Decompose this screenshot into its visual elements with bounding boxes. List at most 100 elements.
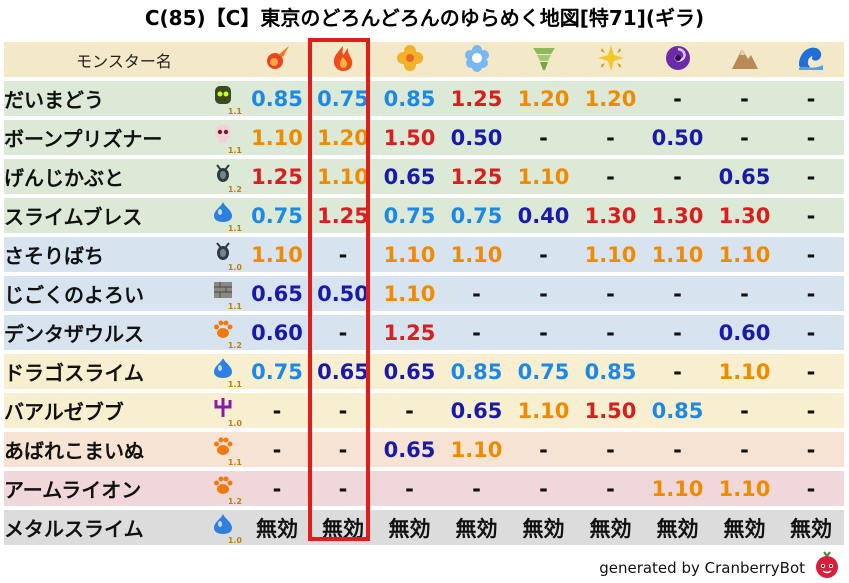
resistance-value: -	[510, 315, 577, 350]
paw-icon	[212, 474, 234, 496]
resistance-value: -	[443, 276, 510, 311]
resistance-value: -	[577, 120, 644, 155]
resistance-value: -	[644, 81, 711, 116]
table-row: さそりばち 1.0 1.10-1.10 1.10-1.10 1.10 1.10-	[4, 237, 844, 272]
resistance-value: -	[778, 198, 844, 233]
header-row: モンスター名	[4, 42, 844, 77]
resistance-value: -	[310, 237, 376, 272]
monster-name-cell: バアルゼブブ 1.0	[4, 393, 244, 428]
resistance-value: 0.75	[244, 198, 310, 233]
skull-icon	[212, 123, 234, 145]
monster-name: さそりばち	[4, 244, 104, 268]
resistance-value: 0.85	[244, 81, 310, 116]
resistance-value: 1.50	[577, 393, 644, 428]
resistance-value: -	[244, 393, 310, 428]
resistance-value: -	[577, 159, 644, 194]
dark-swirl-icon	[665, 45, 690, 70]
resistance-value: -	[778, 120, 844, 155]
resistance-value: 無効	[644, 510, 711, 545]
monster-name: げんじかぶと	[4, 166, 124, 190]
resistance-value: 1.20	[510, 81, 577, 116]
monster-level: 1.1	[227, 302, 242, 311]
monster-name-header: モンスター名	[4, 42, 244, 77]
monster-name-cell: ドラゴスライム 1.1	[4, 354, 244, 389]
resistance-value: -	[244, 432, 310, 467]
brick-icon	[212, 279, 234, 301]
resistance-value: -	[577, 471, 644, 506]
mountain-icon	[731, 48, 758, 69]
sparkle-icon	[597, 44, 624, 71]
resistance-value: 0.75	[376, 198, 443, 233]
tornado-icon	[532, 47, 555, 70]
resistance-value: 1.10	[510, 159, 577, 194]
resistance-value: -	[244, 471, 310, 506]
resistance-value: 0.75	[510, 354, 577, 389]
table-row: ドラゴスライム 1.1 0.75 0.65 0.65 0.85 0.75 0.85-1.10-	[4, 354, 844, 389]
monster-name-cell: メタルスライム 1.0	[4, 510, 244, 545]
resistance-value: -	[644, 354, 711, 389]
element-header-light	[577, 42, 644, 77]
resistance-value: 1.10	[711, 471, 778, 506]
resistance-value: -	[577, 315, 644, 350]
monster-name-cell: だいまどう 1.1	[4, 81, 244, 116]
monster-level: 1.0	[227, 419, 242, 428]
resistance-value: 0.65	[244, 276, 310, 311]
zombie-head-icon	[212, 84, 234, 106]
resistance-value: -	[510, 276, 577, 311]
monster-name-cell: デンタザウルス 1.2	[4, 315, 244, 350]
resistance-value: 0.60	[244, 315, 310, 350]
resistance-value: -	[711, 120, 778, 155]
bug-icon	[212, 240, 234, 262]
element-header-wind	[510, 42, 577, 77]
monster-name: じごくのよろい	[4, 283, 144, 307]
trident-icon	[212, 396, 234, 418]
resistance-value: 無効	[244, 510, 310, 545]
resistance-value: -	[310, 393, 376, 428]
resistance-value: 1.10	[443, 432, 510, 467]
resistance-value: 1.20	[577, 81, 644, 116]
resistance-value: -	[778, 276, 844, 311]
resistance-value: -	[376, 393, 443, 428]
monster-name: スライムブレス	[4, 205, 143, 229]
table-row: じごくのよろい 1.1 0.65 0.50 1.10- - - - - -	[4, 276, 844, 311]
resistance-table: モンスター名	[4, 38, 844, 549]
resistance-value: 1.20	[310, 120, 376, 155]
resistance-value: 無効	[510, 510, 577, 545]
resistance-value: -	[711, 393, 778, 428]
cranberry-icon	[816, 551, 838, 578]
resistance-value: -	[577, 276, 644, 311]
snowflake-icon	[464, 44, 489, 72]
resistance-value: 1.10	[711, 354, 778, 389]
resistance-value: -	[778, 237, 844, 272]
resistance-value: 0.65	[376, 159, 443, 194]
monster-name: あばれこまいぬ	[4, 439, 144, 463]
page-title: C(85)【C】東京のどろんどろんのゆらめく地図[特71](ギラ)	[144, 6, 705, 30]
slime-icon	[212, 513, 234, 535]
monster-level: 1.2	[227, 341, 242, 350]
fire-ball-icon	[267, 45, 289, 69]
slime-icon	[212, 201, 234, 223]
resistance-value: -	[443, 471, 510, 506]
element-header-water	[778, 42, 844, 77]
resistance-value: -	[310, 432, 376, 467]
monster-level: 1.2	[227, 497, 242, 506]
resistance-value: 0.40	[510, 198, 577, 233]
resistance-value: 0.65	[310, 354, 376, 389]
resistance-value: -	[644, 159, 711, 194]
table-row: あばれこまいぬ 1.1- -0.65 1.10- - - - -	[4, 432, 844, 467]
resistance-value: 0.50	[644, 120, 711, 155]
resistance-value: 1.25	[376, 315, 443, 350]
resistance-value: 無効	[577, 510, 644, 545]
monster-name: ボーンプリズナー	[4, 127, 163, 151]
resistance-value: 1.10	[443, 237, 510, 272]
element-header-earth	[711, 42, 778, 77]
monster-level: 1.1	[227, 458, 242, 467]
resistance-value: -	[778, 159, 844, 194]
resistance-value: -	[778, 432, 844, 467]
table-row: ボーンプリズナー 1.1 1.10 1.20 1.50 0.50- -0.50- -	[4, 120, 844, 155]
resistance-value: -	[711, 432, 778, 467]
flame-icon	[333, 45, 353, 71]
element-header-fire	[244, 42, 310, 77]
monster-name-cell: じごくのよろい 1.1	[4, 276, 244, 311]
resistance-value: -	[510, 432, 577, 467]
